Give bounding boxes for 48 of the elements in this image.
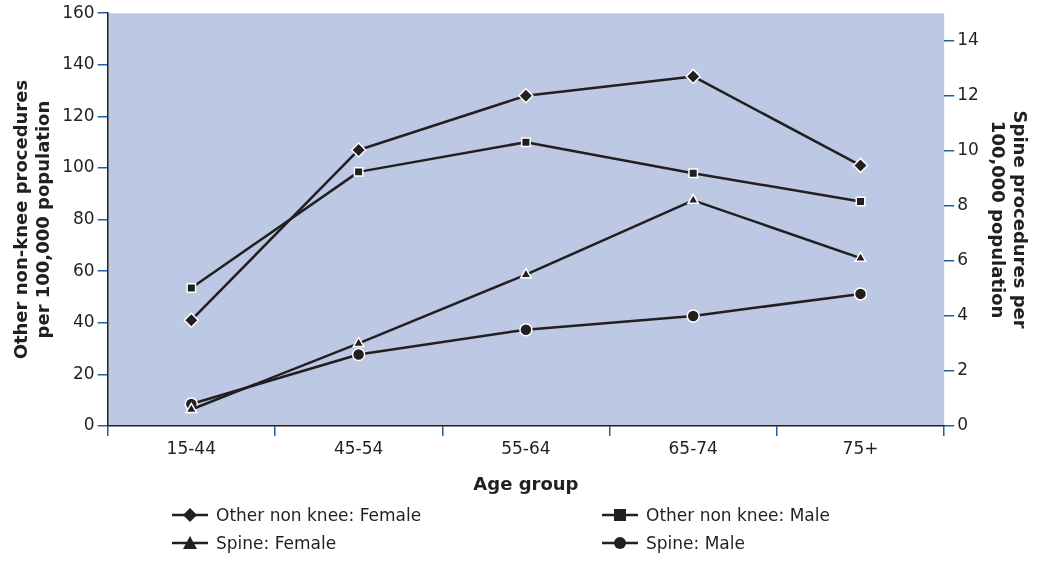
y-tick-label: 100: [62, 156, 95, 177]
point: [350, 142, 367, 158]
point: [519, 267, 532, 279]
point: [685, 68, 701, 85]
point: [519, 322, 533, 337]
y-tick-label: 140: [62, 53, 95, 74]
y2-tick-label: 12: [957, 84, 979, 105]
legend-label: Other non knee: Female: [216, 505, 422, 525]
point: [518, 88, 534, 104]
y-tick-label: 120: [62, 104, 95, 125]
y2-tick-label: 4: [957, 304, 968, 325]
point: [352, 336, 365, 348]
point: [183, 312, 200, 328]
y2-tick-label: 14: [957, 29, 979, 50]
y2-tick-label: 0: [957, 414, 968, 435]
x-tick-label: 55-64: [501, 437, 551, 458]
point: [351, 347, 366, 362]
y-tick-label: 60: [73, 259, 95, 280]
y2-tick-label: 10: [957, 139, 979, 160]
point: [186, 282, 197, 293]
y-tick-label: 160: [62, 1, 95, 22]
y2-tick-label: 2: [957, 359, 968, 380]
point: [852, 157, 869, 174]
y-tick-label: 80: [73, 208, 95, 229]
point: [854, 251, 867, 262]
x-tick-label: 15-44: [166, 437, 216, 458]
point: [520, 137, 531, 148]
y2-tick-label: 6: [957, 249, 968, 270]
point: [688, 168, 699, 179]
legend-label: Spine: Female: [216, 533, 337, 553]
y-tick-label: 40: [73, 311, 95, 332]
legend-label: Spine: Male: [646, 533, 745, 553]
x-tick-label: 75+: [842, 437, 879, 458]
x-axis-title: Age group: [473, 472, 579, 494]
y2-tick-label: 8: [957, 194, 968, 215]
point: [686, 309, 700, 323]
point: [353, 166, 364, 177]
x-tick-label: 45-54: [333, 437, 384, 458]
point: [855, 196, 866, 207]
x-tick-label: 65-74: [668, 437, 718, 458]
y2-axis-title: Spine procedures per 100,000 population: [987, 110, 1031, 329]
y-axis-title: Other non-knee procedures per 100,000 population: [10, 79, 54, 360]
y-tick-label: 20: [73, 362, 95, 383]
y-tick-label: 0: [83, 414, 95, 435]
point: [853, 287, 868, 301]
point: [185, 402, 198, 414]
legend-label: Other non knee: Male: [646, 505, 830, 525]
point: [687, 193, 700, 205]
